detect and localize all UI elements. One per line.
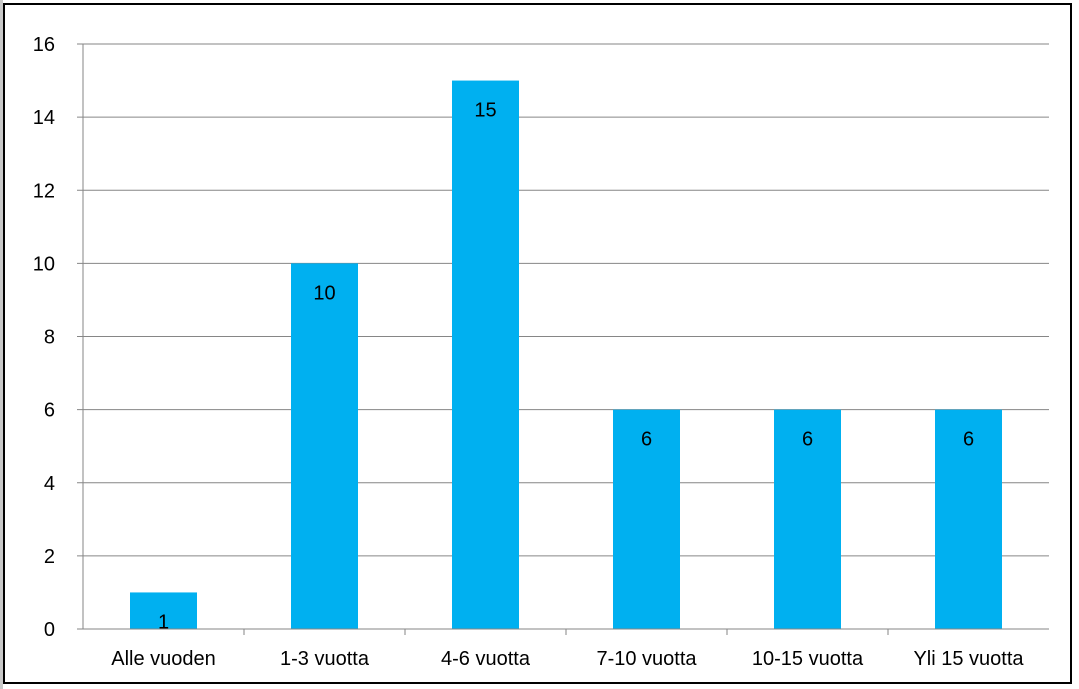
- y-tick-label: 10: [33, 253, 55, 275]
- category-label: 4-6 vuotta: [441, 648, 531, 670]
- y-tick-label: 0: [44, 619, 55, 641]
- y-tick-label: 16: [33, 34, 55, 56]
- y-tick-label: 2: [44, 546, 55, 568]
- data-labels: 1 10 15 6 6 6: [158, 100, 974, 634]
- data-label: 6: [641, 429, 652, 451]
- bar-2: [291, 263, 358, 629]
- axes: [82, 44, 1049, 630]
- left-edge-rule: [0, 0, 3, 689]
- bar-3: [452, 80, 519, 629]
- y-tick-label: 8: [44, 327, 55, 349]
- y-tick-label: 6: [44, 400, 55, 422]
- data-label: 1: [158, 611, 169, 633]
- data-label: 10: [313, 282, 335, 304]
- data-label: 15: [474, 100, 496, 122]
- data-label: 6: [802, 429, 813, 451]
- y-tick-label: 4: [44, 473, 55, 495]
- category-label: 7-10 vuotta: [596, 648, 697, 670]
- gridlines: [77, 43, 1049, 635]
- y-tick-label: 12: [33, 180, 55, 202]
- category-label: 10-15 vuotta: [752, 648, 864, 670]
- data-label: 6: [963, 429, 974, 451]
- category-label: 1-3 vuotta: [280, 648, 370, 670]
- category-labels: Alle vuoden 1-3 vuotta 4-6 vuotta 7-10 vuot…: [111, 648, 1024, 670]
- bar-6: [935, 409, 1002, 629]
- bars: [130, 80, 1002, 629]
- bar-1: [130, 592, 197, 629]
- bar-4: [613, 409, 680, 629]
- category-label: Yli 15 vuotta: [913, 648, 1024, 670]
- bar-5: [774, 409, 841, 629]
- y-tick-label: 14: [33, 107, 55, 129]
- category-label: Alle vuoden: [111, 648, 216, 670]
- y-axis-tick-labels: 0 2 4 6 8 10 12 14 16: [33, 34, 55, 641]
- chart-frame: [3, 3, 1072, 684]
